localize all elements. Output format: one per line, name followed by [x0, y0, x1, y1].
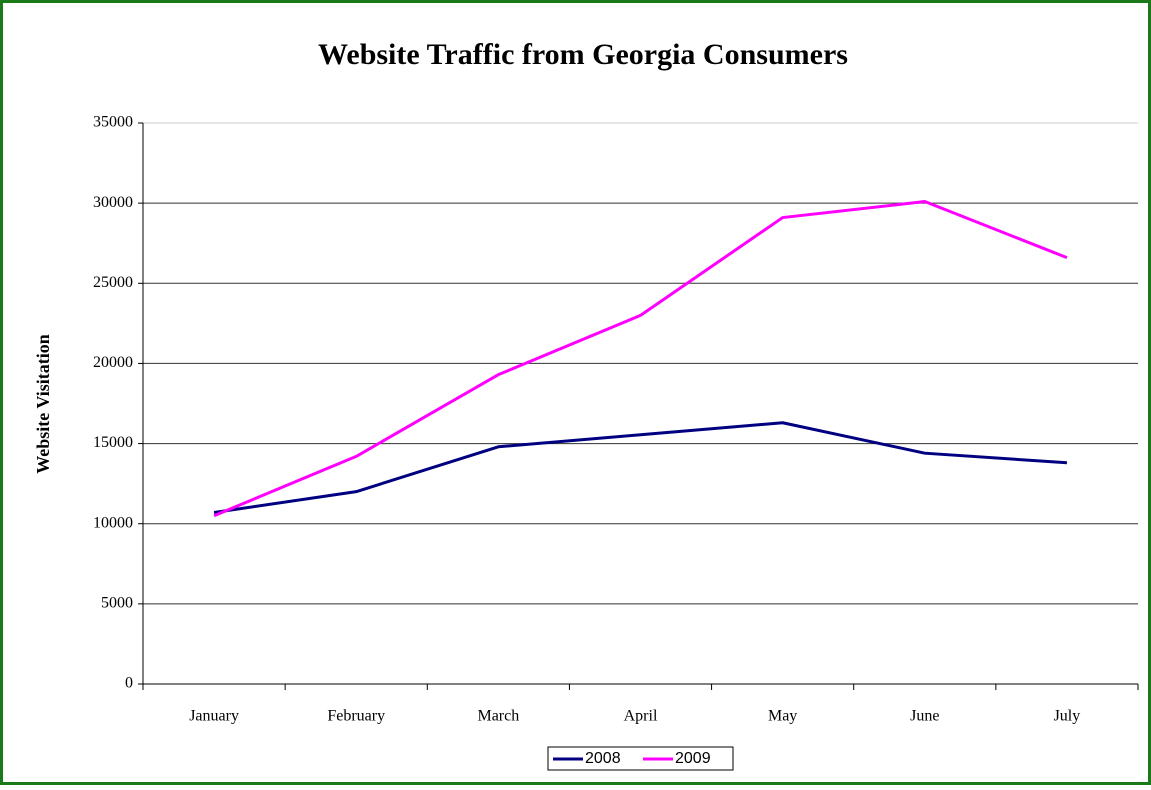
y-tick-label: 30000 — [93, 194, 133, 211]
line-series — [213, 421, 1068, 514]
y-axis-label: Website Visitation — [33, 334, 53, 474]
legend — [547, 746, 734, 771]
y-tick-label: 0 — [125, 675, 133, 692]
x-tick-label: April — [624, 708, 658, 725]
line-series — [213, 200, 1068, 518]
x-tick-label: February — [327, 708, 385, 725]
x-tick-label: June — [910, 708, 939, 725]
y-tick-label: 25000 — [93, 274, 133, 291]
y-tick-label: 10000 — [93, 514, 133, 531]
y-tick-label: 15000 — [93, 434, 133, 451]
x-tick-label: July — [1054, 708, 1081, 725]
x-tick-label: March — [477, 708, 519, 725]
y-tick-label: 5000 — [101, 595, 133, 612]
chart-title: Website Traffic from Georgia Consumers — [318, 38, 848, 71]
y-tick-label: 20000 — [93, 354, 133, 371]
y-tick-label: 35000 — [93, 114, 133, 131]
x-tick-label: May — [768, 708, 797, 725]
legend-label: 2009 — [675, 750, 711, 767]
x-tick-label: January — [189, 708, 239, 725]
legend-label: 2008 — [585, 750, 621, 767]
